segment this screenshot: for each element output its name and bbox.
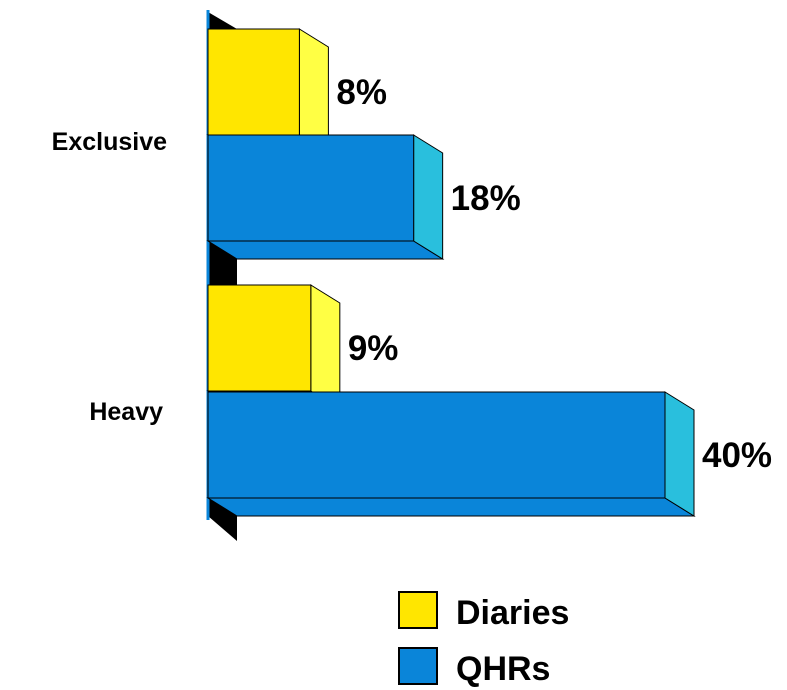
data-label-diaries-heavy: 9%	[348, 329, 399, 368]
bar-diaries-heavy	[206, 284, 342, 410]
axis-floor-middle	[208, 241, 237, 285]
bar-side-face	[310, 284, 341, 410]
bar-side-face	[413, 134, 444, 260]
bar-qhrs-exclusive	[206, 134, 445, 260]
bar-diaries-exclusive	[206, 28, 331, 154]
legend-swatch-qhrs	[398, 647, 438, 685]
bar-front-face	[207, 391, 666, 499]
bar-front-face	[207, 284, 312, 392]
bar-side-face	[664, 391, 695, 517]
bar-front-face	[207, 134, 415, 242]
legend: Diaries QHRs	[398, 591, 569, 688]
category-label-exclusive: Exclusive	[52, 128, 167, 156]
bar-front-face	[207, 28, 300, 136]
data-label-qhrs-heavy: 40%	[702, 436, 772, 475]
data-label-qhrs-exclusive: 18%	[451, 179, 521, 218]
bar-side-face	[298, 28, 329, 154]
legend-label-qhrs: QHRs	[456, 650, 550, 688]
category-label-heavy: Heavy	[89, 398, 163, 426]
legend-swatch-diaries	[398, 591, 438, 629]
bar-qhrs-heavy	[206, 391, 696, 517]
bar-bottom-face	[206, 240, 445, 260]
bars-group	[206, 28, 696, 517]
data-label-diaries-exclusive: 8%	[336, 73, 387, 112]
bar-bottom-face	[206, 497, 696, 517]
legend-label-diaries: Diaries	[456, 594, 569, 632]
axis-floor-bottom	[208, 498, 237, 541]
axis-floor-top	[208, 12, 237, 29]
